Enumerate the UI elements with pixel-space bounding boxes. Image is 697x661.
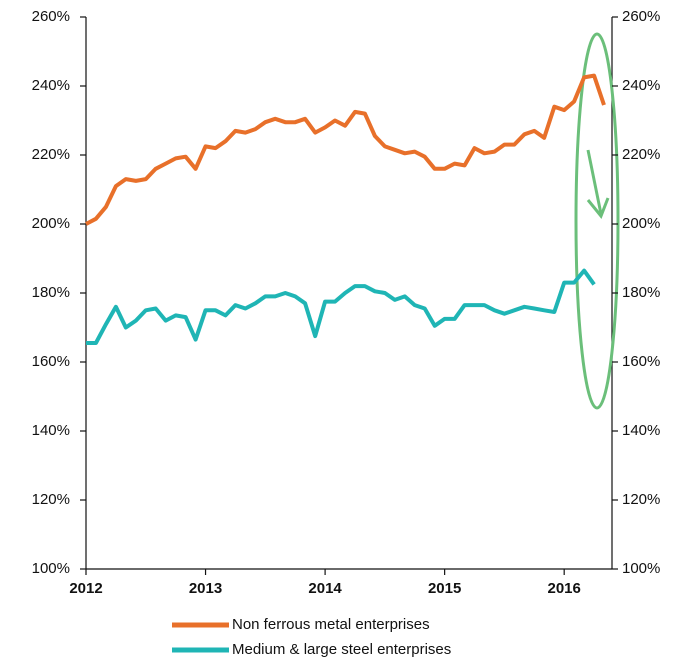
arrow-head: [586, 197, 610, 219]
legend-label: Medium & large steel enterprises: [232, 641, 451, 658]
y2-tick-label: 200%: [622, 215, 660, 232]
y-tick-label: 160%: [32, 353, 70, 370]
y-tick-label: 260%: [32, 8, 70, 25]
x-tick-label: 2015: [428, 580, 461, 597]
x-tick-label: 2013: [189, 580, 222, 597]
highlight-ellipse: [574, 32, 620, 410]
y-tick-label: 180%: [32, 284, 70, 301]
x-tick-label: 2016: [547, 580, 580, 597]
y-tick-label: 240%: [32, 77, 70, 94]
y2-tick-label: 160%: [622, 353, 660, 370]
y2-tick-label: 260%: [622, 8, 660, 25]
series-line: [86, 268, 596, 345]
y2-tick-label: 120%: [622, 491, 660, 508]
y-tick-label: 100%: [32, 560, 70, 577]
legend-label: Non ferrous metal enterprises: [232, 616, 430, 633]
y2-tick-label: 180%: [622, 284, 660, 301]
arrow-shaft: [586, 149, 603, 215]
x-tick-label: 2014: [308, 580, 342, 597]
y-tick-label: 140%: [32, 422, 70, 439]
y2-tick-label: 140%: [622, 422, 660, 439]
y-tick-label: 120%: [32, 491, 70, 508]
y-tick-label: 200%: [32, 215, 70, 232]
y2-tick-label: 240%: [622, 77, 660, 94]
y2-tick-label: 220%: [622, 146, 660, 163]
y2-tick-label: 100%: [622, 560, 660, 577]
x-tick-label: 2012: [69, 580, 102, 597]
y-tick-label: 220%: [32, 146, 70, 163]
series-line: [85, 73, 606, 226]
